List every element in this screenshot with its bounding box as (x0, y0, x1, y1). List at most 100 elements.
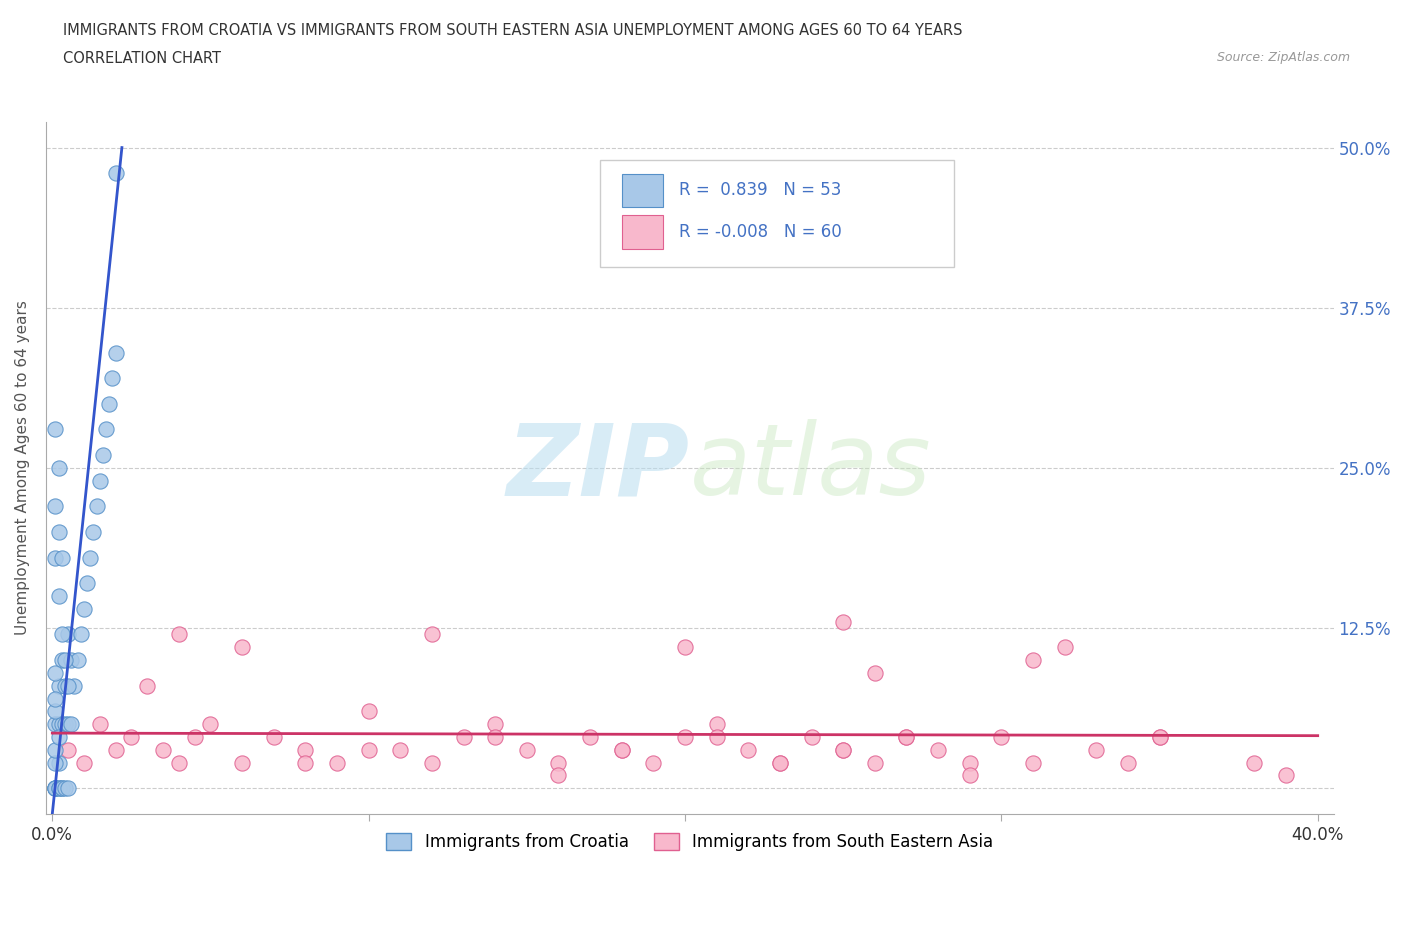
Point (53, 781, 76, 796)
Point (737, 742, 759, 757)
Point (44, 666, 66, 681)
Point (453, 729, 475, 744)
Point (79, 551, 101, 565)
Point (579, 729, 602, 744)
Point (48, 729, 70, 744)
Point (769, 755, 792, 770)
Point (769, 755, 792, 770)
Point (706, 717, 728, 732)
Point (1275, 768, 1298, 783)
FancyBboxPatch shape (599, 160, 953, 267)
Point (86, 498, 108, 513)
Point (357, 742, 380, 757)
Point (326, 755, 349, 770)
Point (1116, 755, 1139, 770)
Point (167, 755, 190, 770)
Point (53, 678, 76, 693)
Point (200, 717, 222, 732)
Point (136, 678, 159, 693)
Point (832, 742, 855, 757)
Point (183, 729, 205, 744)
Point (1022, 755, 1045, 770)
Point (53, 717, 76, 732)
Point (643, 755, 665, 770)
Point (547, 768, 569, 783)
Point (94, 422, 117, 437)
Point (959, 755, 981, 770)
Point (1149, 729, 1171, 744)
Point (120, 729, 142, 744)
Point (48, 755, 70, 770)
Point (44, 742, 66, 757)
Point (1085, 742, 1108, 757)
Bar (621, 216, 662, 248)
Point (48, 589, 70, 604)
Text: R = -0.008   N = 60: R = -0.008 N = 60 (679, 223, 842, 241)
Point (231, 640, 253, 655)
Point (82, 525, 104, 539)
Point (357, 704, 380, 719)
Point (48, 781, 70, 796)
Point (673, 729, 696, 744)
Point (56, 678, 79, 693)
Point (547, 755, 569, 770)
Text: atlas: atlas (690, 419, 931, 516)
Point (44, 781, 66, 796)
Point (44, 717, 66, 732)
Point (91, 447, 114, 462)
Point (990, 729, 1012, 744)
Point (56, 627, 79, 642)
Point (104, 345, 127, 360)
Point (53, 653, 76, 668)
Point (98, 396, 121, 411)
Point (48, 460, 70, 475)
Point (51, 781, 73, 796)
Point (51, 781, 73, 796)
Point (104, 742, 127, 757)
Point (832, 614, 855, 629)
Point (610, 742, 633, 757)
Point (56, 742, 79, 757)
Point (48, 525, 70, 539)
Text: ZIP: ZIP (506, 419, 690, 516)
Point (44, 691, 66, 706)
Text: Source: ZipAtlas.com: Source: ZipAtlas.com (1216, 51, 1350, 64)
Point (484, 729, 506, 744)
Point (832, 742, 855, 757)
Point (152, 742, 174, 757)
Point (44, 551, 66, 565)
Point (800, 729, 823, 744)
Point (1053, 640, 1076, 655)
Y-axis label: Unemployment Among Ages 60 to 64 years: Unemployment Among Ages 60 to 64 years (15, 300, 30, 635)
Point (294, 742, 316, 757)
Point (927, 742, 949, 757)
Point (60, 717, 83, 732)
Point (389, 742, 412, 757)
Bar (621, 174, 662, 207)
Point (167, 627, 190, 642)
Point (44, 781, 66, 796)
Point (420, 755, 443, 770)
Point (76, 576, 98, 591)
Point (1022, 653, 1045, 668)
Point (69, 627, 91, 642)
Point (44, 755, 66, 770)
Point (484, 717, 506, 732)
Point (896, 729, 918, 744)
Point (1149, 729, 1171, 744)
Point (863, 755, 886, 770)
Point (44, 498, 66, 513)
Point (44, 781, 66, 796)
Point (263, 729, 285, 744)
Point (44, 781, 66, 796)
Point (56, 717, 79, 732)
Point (610, 742, 633, 757)
Point (959, 768, 981, 783)
Point (44, 422, 66, 437)
Point (294, 755, 316, 770)
Point (51, 627, 73, 642)
Point (863, 666, 886, 681)
Point (44, 704, 66, 719)
Point (89, 473, 111, 488)
Point (896, 729, 918, 744)
